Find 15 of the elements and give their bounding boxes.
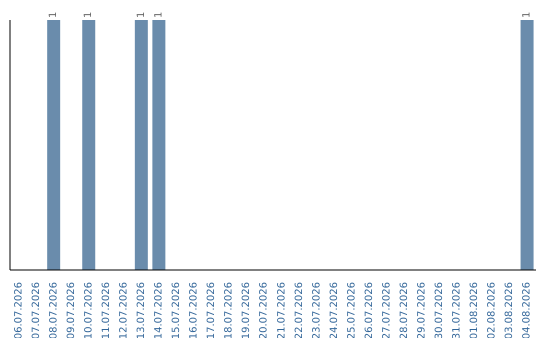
data-label: 1 [153,12,164,18]
data-label: 1 [136,12,147,18]
x-tick-label: 19.07.2026 [241,282,252,340]
data-label: 1 [48,12,60,18]
x-tick-label: 12.07.2026 [118,282,130,340]
x-tick-label: 18.07.2026 [224,282,235,340]
x-tick-label: 16.07.2026 [188,282,200,340]
x-tick-label: 15.07.2026 [171,282,182,340]
x-tick-label: 14.07.2026 [154,282,165,340]
data-label: 1 [83,12,94,18]
x-tick-label: 17.07.2026 [206,282,218,340]
x-tick-label: 10.07.2026 [83,282,94,340]
x-tick-label: 11.07.2026 [100,282,112,340]
data-label: 1 [522,12,533,18]
x-tick-label: 13.07.2026 [136,282,147,340]
